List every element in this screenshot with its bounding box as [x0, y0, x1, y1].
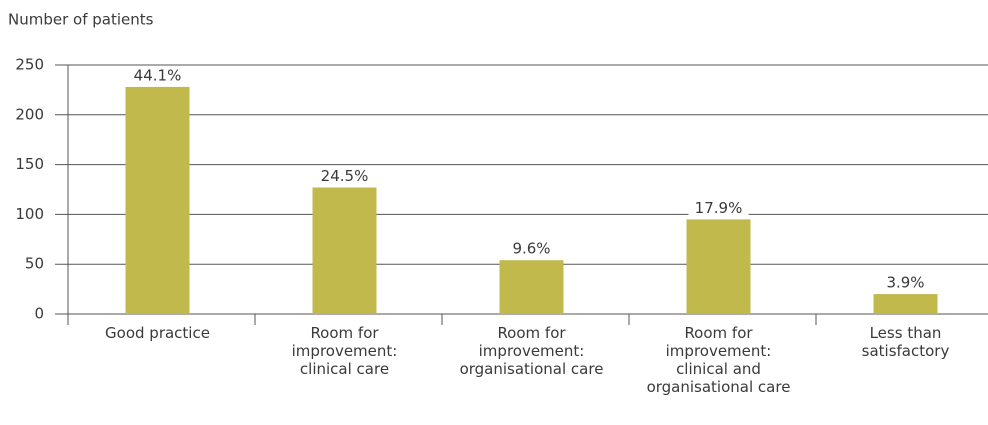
bar-label-bg [688, 199, 749, 218]
y-tick-label: 0 [34, 305, 44, 323]
bar-label-bg [127, 66, 188, 85]
bar-label-bg [314, 167, 375, 186]
bar-label-bg [875, 274, 936, 293]
y-tick-label: 150 [15, 155, 44, 173]
bar-label: 24.5% [321, 167, 369, 185]
y-axis-label: Number of patients [8, 11, 154, 29]
x-tick-label: Room for improvement: organisational car… [459, 324, 604, 378]
bar-label: 9.6% [512, 240, 550, 258]
x-tick-label: Room for improvement: clinical care [291, 324, 398, 378]
bar-label: 17.9% [695, 199, 743, 217]
bar-label: 44.1% [134, 66, 182, 84]
bar [499, 260, 564, 314]
y-tick-label: 100 [15, 205, 44, 223]
bar [125, 86, 190, 314]
y-tick-label: 50 [25, 255, 44, 273]
bar-label-bg [501, 240, 562, 259]
y-tick-label: 200 [15, 105, 44, 123]
bar-label: 3.9% [886, 274, 924, 292]
x-tick-label: Less than satisfactory [861, 324, 950, 360]
y-tick-label: 250 [15, 56, 44, 74]
x-tick-label: Room for improvement: clinical and organ… [646, 324, 791, 396]
bar [312, 187, 377, 314]
bar [686, 219, 751, 314]
bar [873, 294, 938, 314]
x-tick-label: Good practice [105, 324, 210, 342]
